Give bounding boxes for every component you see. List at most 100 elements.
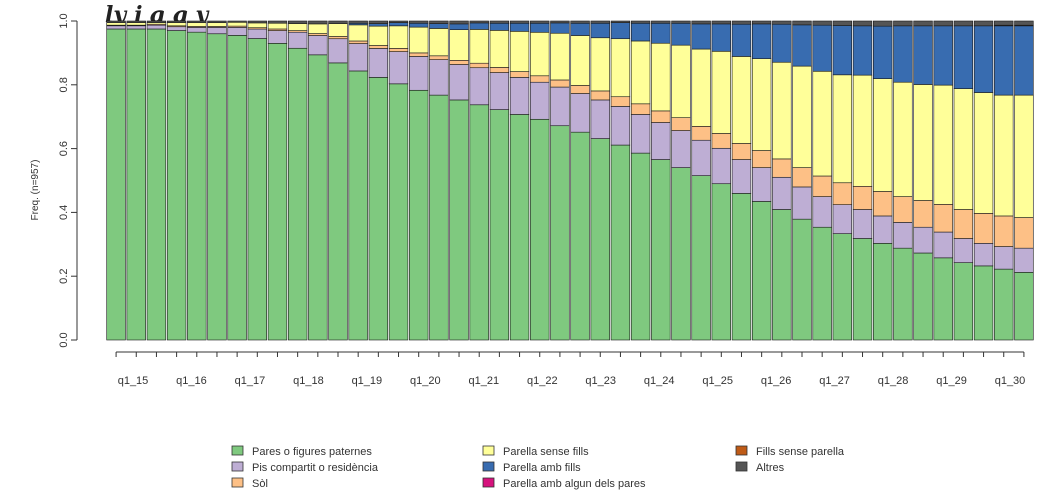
bar-segment	[994, 94, 1014, 217]
legend-swatch	[482, 477, 495, 488]
x-tick-label: q1_15	[118, 375, 149, 387]
bar-segment	[126, 20, 146, 23]
bar-segment	[429, 59, 449, 96]
bar-segment	[873, 25, 893, 79]
bar-segment	[287, 31, 308, 49]
bar-segment	[530, 81, 550, 120]
bar-segment	[227, 35, 247, 341]
bar-segment	[994, 246, 1014, 270]
bar-segment	[530, 22, 550, 33]
bar-segment	[751, 167, 772, 202]
bar-segment	[570, 22, 590, 36]
bar-segment	[449, 29, 469, 61]
bar-segment	[953, 20, 974, 27]
bar-segment	[913, 20, 933, 27]
bar-segment	[913, 25, 933, 85]
bar-segment	[550, 79, 570, 88]
bar-segment	[913, 226, 933, 254]
x-tick-label: q1_29	[936, 375, 967, 387]
bar-segment	[893, 25, 913, 83]
bar-segment	[509, 22, 530, 32]
bar-segment	[207, 20, 227, 23]
bar-segment	[832, 25, 853, 76]
bar-segment	[711, 147, 731, 185]
bar-segment	[308, 35, 328, 56]
bar-segment	[832, 233, 853, 341]
bar-segment	[449, 20, 469, 25]
x-tick-label: q1_25	[702, 375, 733, 387]
bar-segment	[893, 247, 913, 341]
bar-segment	[873, 215, 893, 244]
legend-label: Fills sense parella	[756, 446, 845, 458]
x-tick-label: q1_20	[410, 375, 441, 387]
bar-segment	[610, 144, 631, 341]
bar-segment	[348, 24, 368, 42]
bar-segment	[772, 20, 792, 25]
bar-segment	[368, 45, 389, 49]
bar-segment	[651, 159, 671, 341]
bar-segment	[469, 29, 489, 64]
bar-segment	[610, 106, 631, 146]
bar-segment	[933, 257, 953, 341]
bar-segment	[792, 24, 812, 67]
legend-swatch	[231, 445, 244, 456]
bar-segment	[873, 78, 893, 192]
bar-segment	[711, 23, 731, 52]
bar-segment	[247, 22, 267, 28]
bar-segment	[630, 152, 651, 341]
bar-segment	[449, 60, 469, 65]
bar-segment	[630, 40, 651, 105]
bar-segment	[469, 67, 489, 106]
bar-segment	[711, 183, 731, 341]
bar-segment	[469, 62, 489, 69]
bar-segment	[227, 27, 247, 36]
bar-segment	[449, 64, 469, 101]
bar-segment	[651, 122, 671, 160]
bar-segment	[429, 28, 449, 57]
bar-segment	[409, 89, 429, 341]
bar-segment	[590, 22, 610, 39]
bar-segment	[893, 81, 913, 197]
bar-segment	[287, 23, 308, 31]
bar-segment	[308, 54, 328, 341]
bar-segment	[812, 70, 832, 177]
x-tick-label: q1_27	[819, 375, 850, 387]
bar-segment	[550, 22, 570, 34]
bar-segment	[368, 48, 389, 78]
bar-segment	[671, 20, 691, 24]
bar-segment	[630, 20, 651, 24]
bar-segment	[731, 56, 752, 144]
bar-segment	[409, 26, 429, 54]
bar-segment	[994, 25, 1014, 96]
bar-segment	[691, 175, 711, 341]
bar-segment	[247, 20, 267, 24]
legend-label: Altres	[756, 462, 785, 474]
bar-segment	[973, 25, 994, 93]
bar-segment	[751, 150, 772, 168]
bar-segment	[772, 61, 792, 160]
bar-segment	[489, 20, 510, 24]
x-tick-label: q1_30	[995, 375, 1026, 387]
y-tick-label: 0.8	[58, 77, 70, 92]
bar-segment	[429, 94, 449, 341]
bar-segment	[287, 20, 308, 24]
bar-segment	[893, 20, 913, 27]
bar-segment	[711, 50, 731, 134]
bar-segment	[388, 20, 409, 23]
bar-segment	[469, 104, 489, 341]
bar-segment	[509, 77, 530, 115]
bar-segment	[792, 20, 812, 26]
bar-segment	[227, 21, 247, 27]
legend-label: Pis compartit o residència	[252, 462, 379, 474]
bar-segment	[772, 158, 792, 178]
bar-segment	[973, 243, 994, 267]
bar-segment	[388, 83, 409, 341]
bar-segment	[691, 126, 711, 141]
x-axis: q1_15 q1_16 q1_17 q1_18 q1_19 q1_20 q1_21 q1_22…	[115, 351, 1026, 387]
bar-segment	[550, 32, 570, 81]
bar-segment	[409, 56, 429, 91]
bar-segment	[570, 131, 590, 341]
bar-segment	[651, 22, 671, 44]
bar-segment	[751, 23, 772, 59]
